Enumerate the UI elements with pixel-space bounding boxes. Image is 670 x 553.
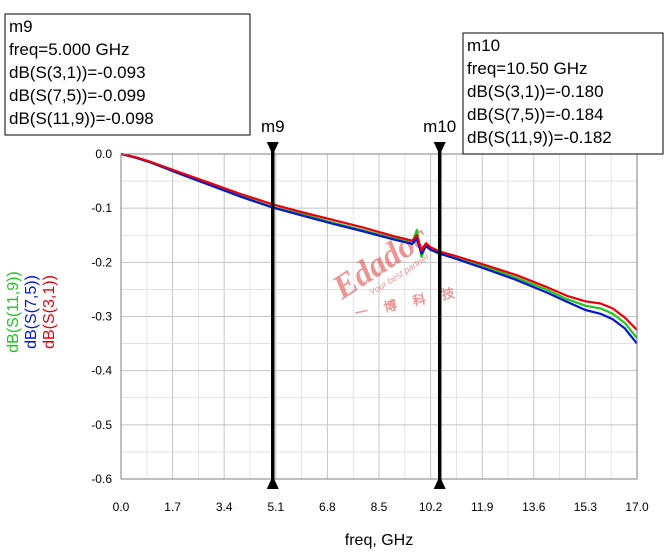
x-tick-label: 0.0 (113, 500, 130, 514)
marker-arrow-top-m9 (266, 142, 279, 155)
y-axis-series-label: dB(S(3,1)) (41, 275, 58, 349)
y-axis-series-label: dB(S(11,9)) (5, 271, 22, 353)
x-tick-label: 13.6 (522, 500, 546, 514)
marker-readout-line: dB(S(7,5))=-0.184 (467, 105, 604, 124)
y-tick-label: -0.3 (91, 310, 112, 324)
marker-readout-line: freq=5.000 GHz (9, 40, 130, 59)
x-tick-label: 8.5 (371, 500, 388, 514)
series-group (120, 152, 638, 345)
y-tick-label: -0.4 (91, 364, 112, 378)
marker-label-m10: m10 (423, 117, 456, 136)
marker-readout-line: dB(S(3,1))=-0.093 (9, 63, 146, 82)
y-tick-label: 0.0 (95, 147, 112, 161)
marker-readout-line: m10 (467, 36, 500, 55)
marker-readout-line: dB(S(7,5))=-0.099 (9, 86, 146, 105)
marker-readout-box-m9 (4, 13, 251, 136)
x-tick-label: 3.4 (216, 500, 233, 514)
x-tick-label: 5.1 (267, 500, 284, 514)
axes: 0.0 1.7 3.4 5.1 6.8 8.5 10.2 11.9 13.6 15.3 17.0 0.… (91, 147, 649, 514)
x-tick-label: 10.2 (419, 500, 443, 514)
series-line-db-s-7-5 (120, 152, 638, 345)
x-tick-label: 15.3 (574, 500, 598, 514)
marker-arrow-bottom-m10 (433, 476, 446, 489)
x-tick-label: 17.0 (625, 500, 649, 514)
marker-label-m9: m9 (261, 117, 285, 136)
markers: m9 m9 freq=5.000 GHz dB(S(3,1))=-0.093 dB(S(… (4, 13, 664, 489)
x-tick-label: 11.9 (471, 500, 494, 514)
marker-arrow-bottom-m9 (266, 476, 279, 489)
y-axis-series-labels: dB(S(11,9)) dB(S(7,5)) dB(S(3,1)) (5, 271, 58, 353)
y-axis-series-label: dB(S(7,5)) (23, 275, 40, 349)
y-tick-label: -0.1 (91, 201, 112, 215)
marker-readout-line: dB(S(11,9))=-0.182 (467, 128, 612, 147)
marker-readout-line: freq=10.50 GHz (467, 59, 588, 78)
x-tick-label: 6.8 (319, 500, 336, 514)
y-tick-label: -0.6 (91, 472, 112, 486)
x-tick-label: 1.7 (164, 500, 181, 514)
y-tick-label: -0.5 (91, 418, 112, 432)
series-line-db-s-3-1 (120, 152, 638, 331)
marker-readout-box-m10 (462, 32, 664, 155)
y-tick-label: -0.2 (91, 255, 112, 269)
marker-readout-line: dB(S(3,1))=-0.180 (467, 82, 604, 101)
marker-arrow-top-m10 (433, 142, 446, 155)
marker-readout-line: dB(S(11,9))=-0.098 (9, 109, 154, 128)
plot-border (120, 153, 638, 480)
x-axis-title: freq, GHz (345, 532, 413, 549)
marker-readout-line: m9 (9, 17, 33, 36)
